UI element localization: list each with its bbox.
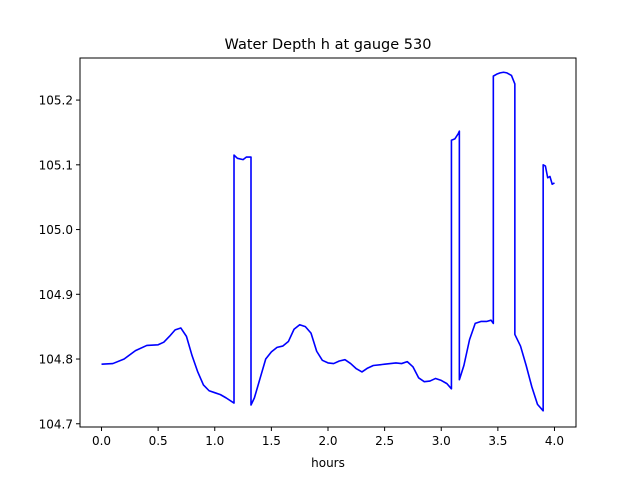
- x-tick-label: 0.0: [92, 434, 111, 448]
- x-tick-label: 2.5: [375, 434, 394, 448]
- x-tick-label: 3.0: [432, 434, 451, 448]
- plot-frame: [79, 57, 577, 428]
- x-tick-label: 1.0: [205, 434, 224, 448]
- y-tick-label: 104.9: [39, 288, 73, 302]
- x-axis-label: hours: [311, 456, 345, 470]
- x-axis: 0.0 0.5 1.0 1.5 2.0 2.5 3.0 3.5 4.0: [92, 427, 564, 448]
- y-axis: 104.7 104.8 104.9 105.0 105.1 105.2: [39, 94, 80, 431]
- y-tick-label: 105.2: [39, 94, 73, 108]
- x-tick-label: 4.0: [545, 434, 564, 448]
- y-tick-label: 105.1: [39, 158, 73, 172]
- x-tick-label: 2.0: [318, 434, 337, 448]
- chart-title: Water Depth h at gauge 530: [225, 37, 432, 53]
- series-line: [101, 71, 555, 412]
- x-tick-label: 3.5: [488, 434, 507, 448]
- y-tick-label: 104.8: [39, 353, 73, 367]
- x-tick-label: 1.5: [262, 434, 281, 448]
- y-tick-label: 104.7: [39, 417, 73, 431]
- y-tick-label: 105.0: [39, 223, 73, 237]
- x-tick-label: 0.5: [149, 434, 168, 448]
- series-layer: [101, 71, 555, 412]
